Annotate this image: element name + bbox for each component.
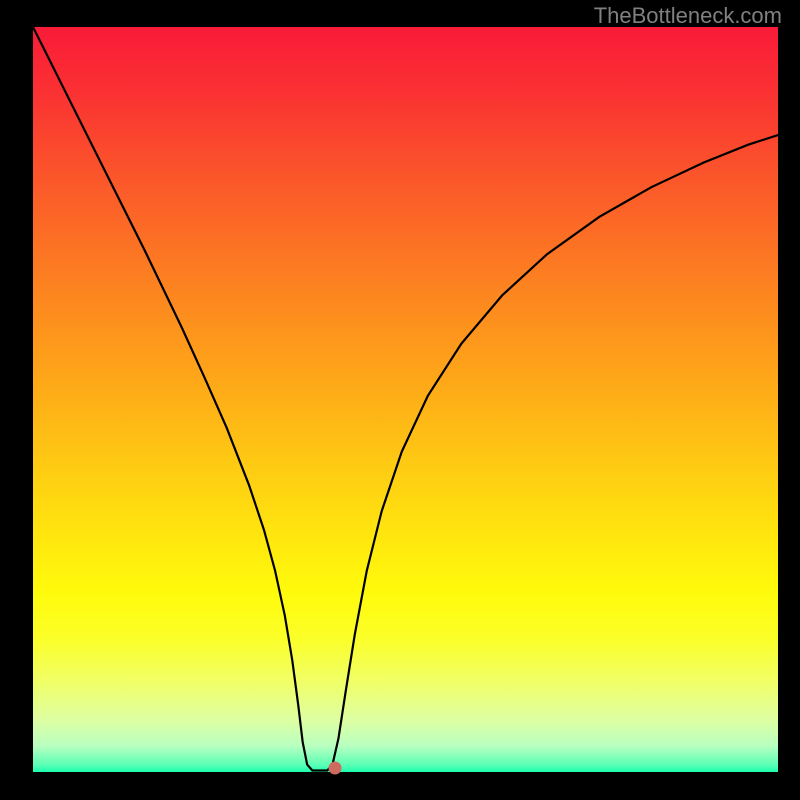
optimum-marker-dot bbox=[328, 762, 341, 775]
plot-area bbox=[33, 27, 778, 772]
bottleneck-curve bbox=[33, 27, 778, 771]
curve-svg bbox=[33, 27, 778, 772]
watermark-text: TheBottleneck.com bbox=[594, 3, 782, 29]
